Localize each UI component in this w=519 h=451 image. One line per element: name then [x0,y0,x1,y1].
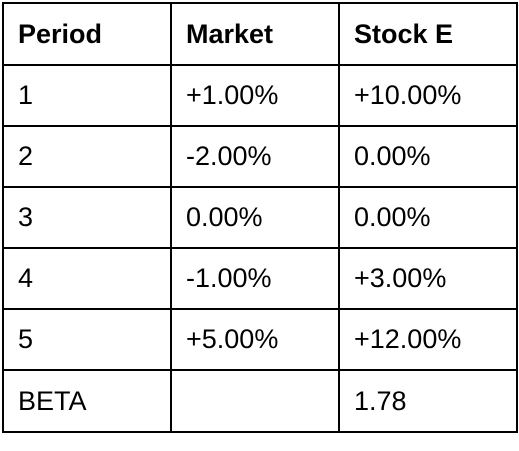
cell-market-empty [170,369,340,433]
cell-period: 5 [2,308,172,371]
cell-stock-e: +3.00% [338,247,518,310]
header-stock-e: Stock E [338,2,518,66]
cell-period: 3 [2,186,172,249]
cell-period: 2 [2,125,172,188]
cell-market: -1.00% [170,247,340,310]
cell-stock-e: +10.00% [338,64,518,127]
table-row: 4 -1.00% +3.00% [2,247,518,310]
header-row: Period Market Stock E [2,2,518,66]
cell-beta-value: 1.78 [338,369,518,433]
table-row: 1 +1.00% +10.00% [2,64,518,127]
cell-stock-e: 0.00% [338,186,518,249]
table-row: 2 -2.00% 0.00% [2,125,518,188]
cell-period: 1 [2,64,172,127]
cell-stock-e: 0.00% [338,125,518,188]
beta-row: BETA 1.78 [2,369,518,433]
cell-market: -2.00% [170,125,340,188]
cell-beta-label: BETA [2,369,172,433]
cell-stock-e: +12.00% [338,308,518,371]
cell-market: +5.00% [170,308,340,371]
beta-table: Period Market Stock E 1 +1.00% +10.00% 2… [2,2,518,433]
table-row: 3 0.00% 0.00% [2,186,518,249]
header-market: Market [170,2,340,66]
cell-market: +1.00% [170,64,340,127]
table-row: 5 +5.00% +12.00% [2,308,518,371]
header-period: Period [2,2,172,66]
cell-market: 0.00% [170,186,340,249]
cell-period: 4 [2,247,172,310]
